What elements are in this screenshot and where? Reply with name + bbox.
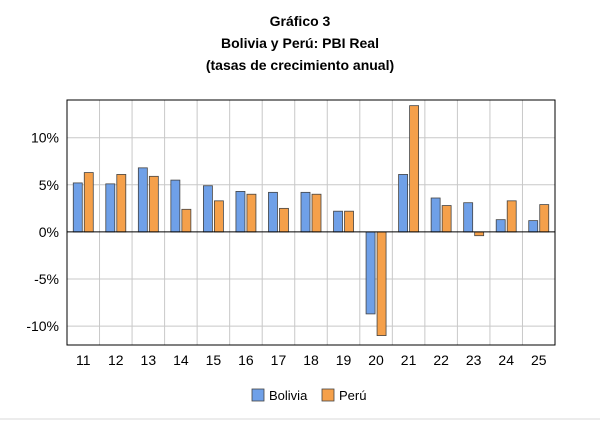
bar-bolivia-14 [170,179,181,233]
legend-swatch-bolivia [251,388,265,402]
x-tick-label: 14 [173,352,189,368]
bar-per-18 [311,193,322,233]
bar-bolivia-22 [430,197,441,233]
bar-per-17 [279,207,289,233]
bar-per-20 [376,231,387,336]
chart-title-line-3: (tasas de crecimiento anual) [205,57,395,73]
x-tick-label: 13 [141,352,157,368]
x-tick-label: 23 [466,352,482,368]
bar-bolivia-23 [463,202,474,233]
x-tick-label: 22 [433,352,449,368]
y-tick-label: 10% [31,130,59,146]
bar-bolivia-20 [365,231,376,315]
chart-title-line-1: Gráfico 3 [269,13,331,29]
bar-bolivia-11 [72,182,83,233]
x-tick-label: 25 [531,352,547,368]
legend-swatch-per [321,388,335,402]
x-tick-label: 18 [303,352,319,368]
bar-bolivia-19 [333,210,343,233]
bar-per-11 [83,172,94,233]
chart-title-line-2: Bolivia y Perú: PBI Real [221,35,379,51]
legend-label-bolivia: Bolivia [269,388,308,403]
bar-per-13 [148,175,159,233]
plot-border [66,99,556,346]
bar-bolivia-18 [300,191,311,233]
x-tick-label: 24 [498,352,514,368]
x-tick-label: 20 [368,352,384,368]
y-tick-label: -10% [26,318,59,334]
y-tick-label: 5% [39,177,59,193]
bar-bolivia-15 [202,185,213,233]
bar-per-22 [441,205,452,233]
bar-bolivia-25 [528,220,539,233]
bar-per-23 [474,231,485,237]
x-tick-label: 11 [76,352,91,368]
bar-per-25 [539,204,550,233]
bar-bolivia-16 [235,191,246,233]
chart-title: Gráfico 3 Bolivia y Perú: PBI Real (tasa… [0,10,600,76]
bar-per-12 [116,174,127,233]
x-tick-label: 17 [271,352,287,368]
bar-per-14 [181,208,192,233]
bar-bolivia-21 [398,174,409,233]
x-tick-label: 19 [336,352,352,368]
legend-label-per: Perú [339,388,366,403]
x-tick-label: 15 [206,352,222,368]
x-tick-label: 12 [108,352,124,368]
bar-per-15 [213,200,224,233]
bar-bolivia-12 [105,183,116,233]
x-tick-label: 16 [238,352,254,368]
bar-bolivia-17 [268,191,278,233]
bar-bolivia-24 [495,219,506,233]
bar-per-19 [344,210,354,233]
bar-per-24 [506,200,517,233]
x-tick-label: 21 [401,352,417,368]
bar-bolivia-13 [137,167,148,233]
bar-per-21 [409,105,420,233]
plot-area [67,100,555,345]
y-tick-label: 0% [39,224,59,240]
y-tick-label: -5% [34,271,59,287]
bar-per-16 [246,193,257,233]
